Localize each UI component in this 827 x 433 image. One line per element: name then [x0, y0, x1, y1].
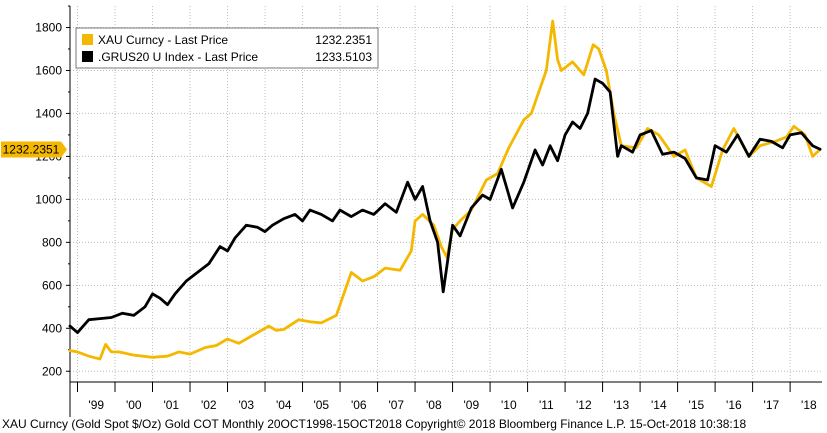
- y-gridlines: [70, 26, 822, 372]
- y-tick-label: 600: [42, 278, 62, 292]
- x-axis: '99 '00 '01 '02 '03 '04 '05 '06 '07 '08 '09 '10 '11 '…: [69, 381, 822, 417]
- x-tick-label: '04: [276, 398, 292, 412]
- y-axis: 20040060080010001200140016001800: [35, 5, 71, 382]
- x-tick-label: '01: [163, 398, 179, 412]
- x-tick-label: '14: [651, 398, 667, 412]
- x-tick-label: '06: [351, 398, 367, 412]
- legend-swatch: [82, 34, 93, 45]
- last-value-marker: 1232.2351: [1, 141, 67, 158]
- y-tick-label: 200: [42, 364, 62, 378]
- last-value-label: 1232.2351: [3, 142, 60, 156]
- y-tick-label: 400: [42, 321, 62, 335]
- y-tick-label: 1400: [35, 106, 62, 120]
- last-value-box: [1, 141, 61, 158]
- x-tick-label: '09: [463, 398, 479, 412]
- x-tick-label: '15: [689, 398, 705, 412]
- x-tick-label: '03: [238, 398, 254, 412]
- x-tick-label: '08: [426, 398, 442, 412]
- legend-box: [75, 27, 379, 69]
- series-line-grus20: [68, 77, 822, 335]
- x-tick-label: '12: [576, 398, 592, 412]
- legend-label: XAU Curncy - Last Price: [98, 33, 228, 47]
- y-tick-label: 800: [42, 235, 62, 249]
- x-tick-label: '13: [614, 398, 630, 412]
- legend-label: .GRUS20 U Index - Last Price: [98, 50, 258, 64]
- x-tick-label: '10: [501, 398, 517, 412]
- x-tick-label: '17: [764, 398, 780, 412]
- x-tick-label: '05: [313, 398, 329, 412]
- y-tick-label: 1000: [35, 192, 62, 206]
- legend-value: 1232.2351: [315, 33, 372, 47]
- x-tick-label: '99: [88, 398, 104, 412]
- legend: XAU Curncy - Last Price 1232.2351 .GRUS20 …: [75, 27, 379, 69]
- x-tick-label: '16: [726, 398, 742, 412]
- series-layer: [68, 19, 822, 361]
- x-tick-label: '07: [388, 398, 404, 412]
- y-tick-label: 1800: [35, 20, 62, 34]
- x-tick-label: '00: [126, 398, 142, 412]
- series-line-xau: [68, 19, 822, 361]
- legend-swatch: [82, 51, 93, 62]
- y-tick-label: 1600: [35, 63, 62, 77]
- x-tick-label: '11: [539, 398, 554, 412]
- x-tick-label: '02: [201, 398, 217, 412]
- chart-footer: XAU Curncy (Gold Spot $/Oz) Gold COT Mon…: [2, 417, 747, 431]
- x-tick-label: '18: [801, 398, 817, 412]
- legend-value: 1233.5103: [315, 50, 372, 64]
- last-value-pointer: [61, 141, 67, 158]
